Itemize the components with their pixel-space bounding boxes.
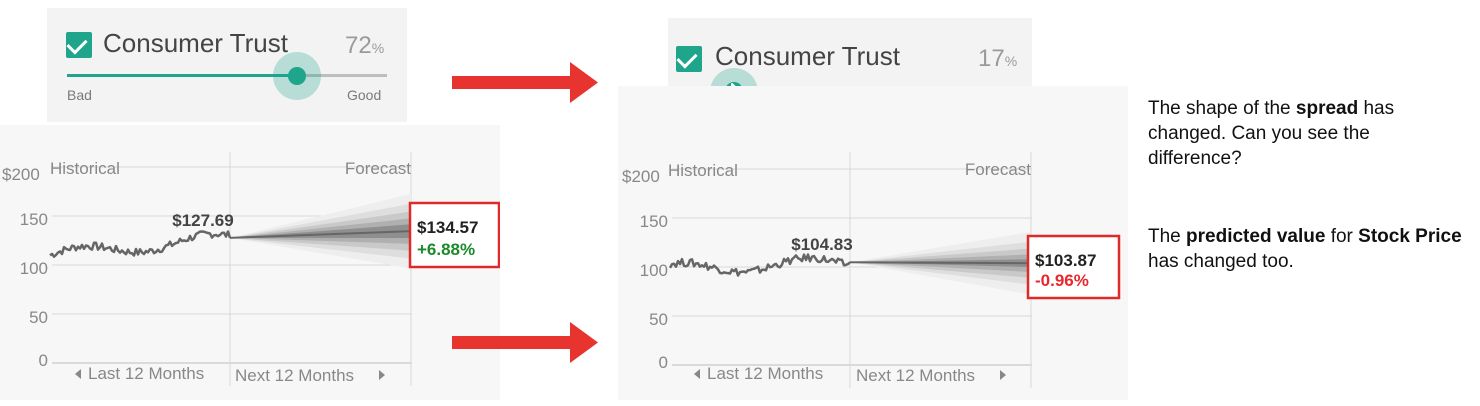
grid [52, 152, 412, 386]
predicted-change: -0.96% [1035, 271, 1089, 290]
y-tick-label: 0 [659, 353, 668, 372]
last-12-months-label[interactable]: Last 12 Months [707, 364, 823, 383]
caret-right-icon[interactable] [379, 370, 385, 380]
forecast-fan [230, 194, 411, 269]
slider-thumb[interactable] [288, 67, 306, 85]
slider-value: 72% [345, 32, 384, 60]
y-tick-label: 150 [640, 212, 668, 231]
caption-predicted-value: The predicted value for Stock Price has … [1148, 224, 1478, 274]
slider-card-before: Consumer Trust 72% Bad Good [47, 8, 407, 122]
forecast-label: Forecast [345, 159, 411, 178]
predicted-value: $103.87 [1035, 251, 1096, 270]
predicted-value: $134.57 [417, 218, 478, 237]
next-12-months-label[interactable]: Next 12 Months [235, 366, 354, 385]
y-tick-label: 150 [20, 210, 48, 229]
y-tick-label: 100 [20, 259, 48, 278]
y-tick-label: 50 [649, 310, 668, 329]
historical-series-line [50, 232, 230, 257]
next-12-months-label[interactable]: Next 12 Months [856, 366, 975, 385]
right-arrow-icon [452, 320, 602, 368]
y-tick-label: 0 [39, 351, 48, 370]
current-value-label: $127.69 [172, 211, 233, 230]
forecast-median-line [850, 262, 1031, 263]
predicted-change: +6.88% [417, 240, 475, 259]
checkbox[interactable] [66, 32, 92, 58]
y-tick-label: 50 [29, 308, 48, 327]
caret-right-icon[interactable] [1000, 370, 1006, 380]
slider-label: Consumer Trust [103, 28, 288, 59]
y-tick-label: $200 [622, 167, 660, 186]
slider-max-label: Good [347, 87, 381, 103]
caption-bold: predicted value [1186, 226, 1325, 247]
checkbox[interactable] [676, 46, 702, 72]
caret-left-icon[interactable] [694, 369, 700, 379]
forecast-chart-before: $200 150 100 50 0 Historical Forecast $1… [0, 150, 500, 400]
historical-label: Historical [50, 159, 120, 178]
slider-value: 17% [978, 45, 1017, 73]
forecast-fan [850, 232, 1031, 295]
historical-label: Historical [668, 161, 738, 180]
y-tick-label: $200 [2, 165, 40, 184]
slider-min-label: Bad [67, 87, 92, 103]
caption-bold: spread [1296, 98, 1358, 119]
slider-label: Consumer Trust [715, 41, 900, 72]
checkmark-icon [676, 47, 697, 68]
last-12-months-label[interactable]: Last 12 Months [88, 364, 204, 383]
caption-spread: The shape of the spread has changed. Can… [1148, 96, 1468, 171]
caret-left-icon[interactable] [75, 369, 81, 379]
forecast-chart-after: $200 150 100 50 0 Historical Forecast $1… [620, 150, 1130, 400]
current-value-label: $104.83 [791, 235, 852, 254]
caption-bold: Stock Price [1358, 226, 1462, 247]
historical-series-line [670, 255, 850, 276]
y-tick-label: 100 [640, 261, 668, 280]
forecast-label: Forecast [965, 160, 1031, 179]
checkmark-icon [66, 33, 87, 54]
right-arrow-icon [452, 60, 602, 108]
slider-track-fill [67, 74, 297, 77]
